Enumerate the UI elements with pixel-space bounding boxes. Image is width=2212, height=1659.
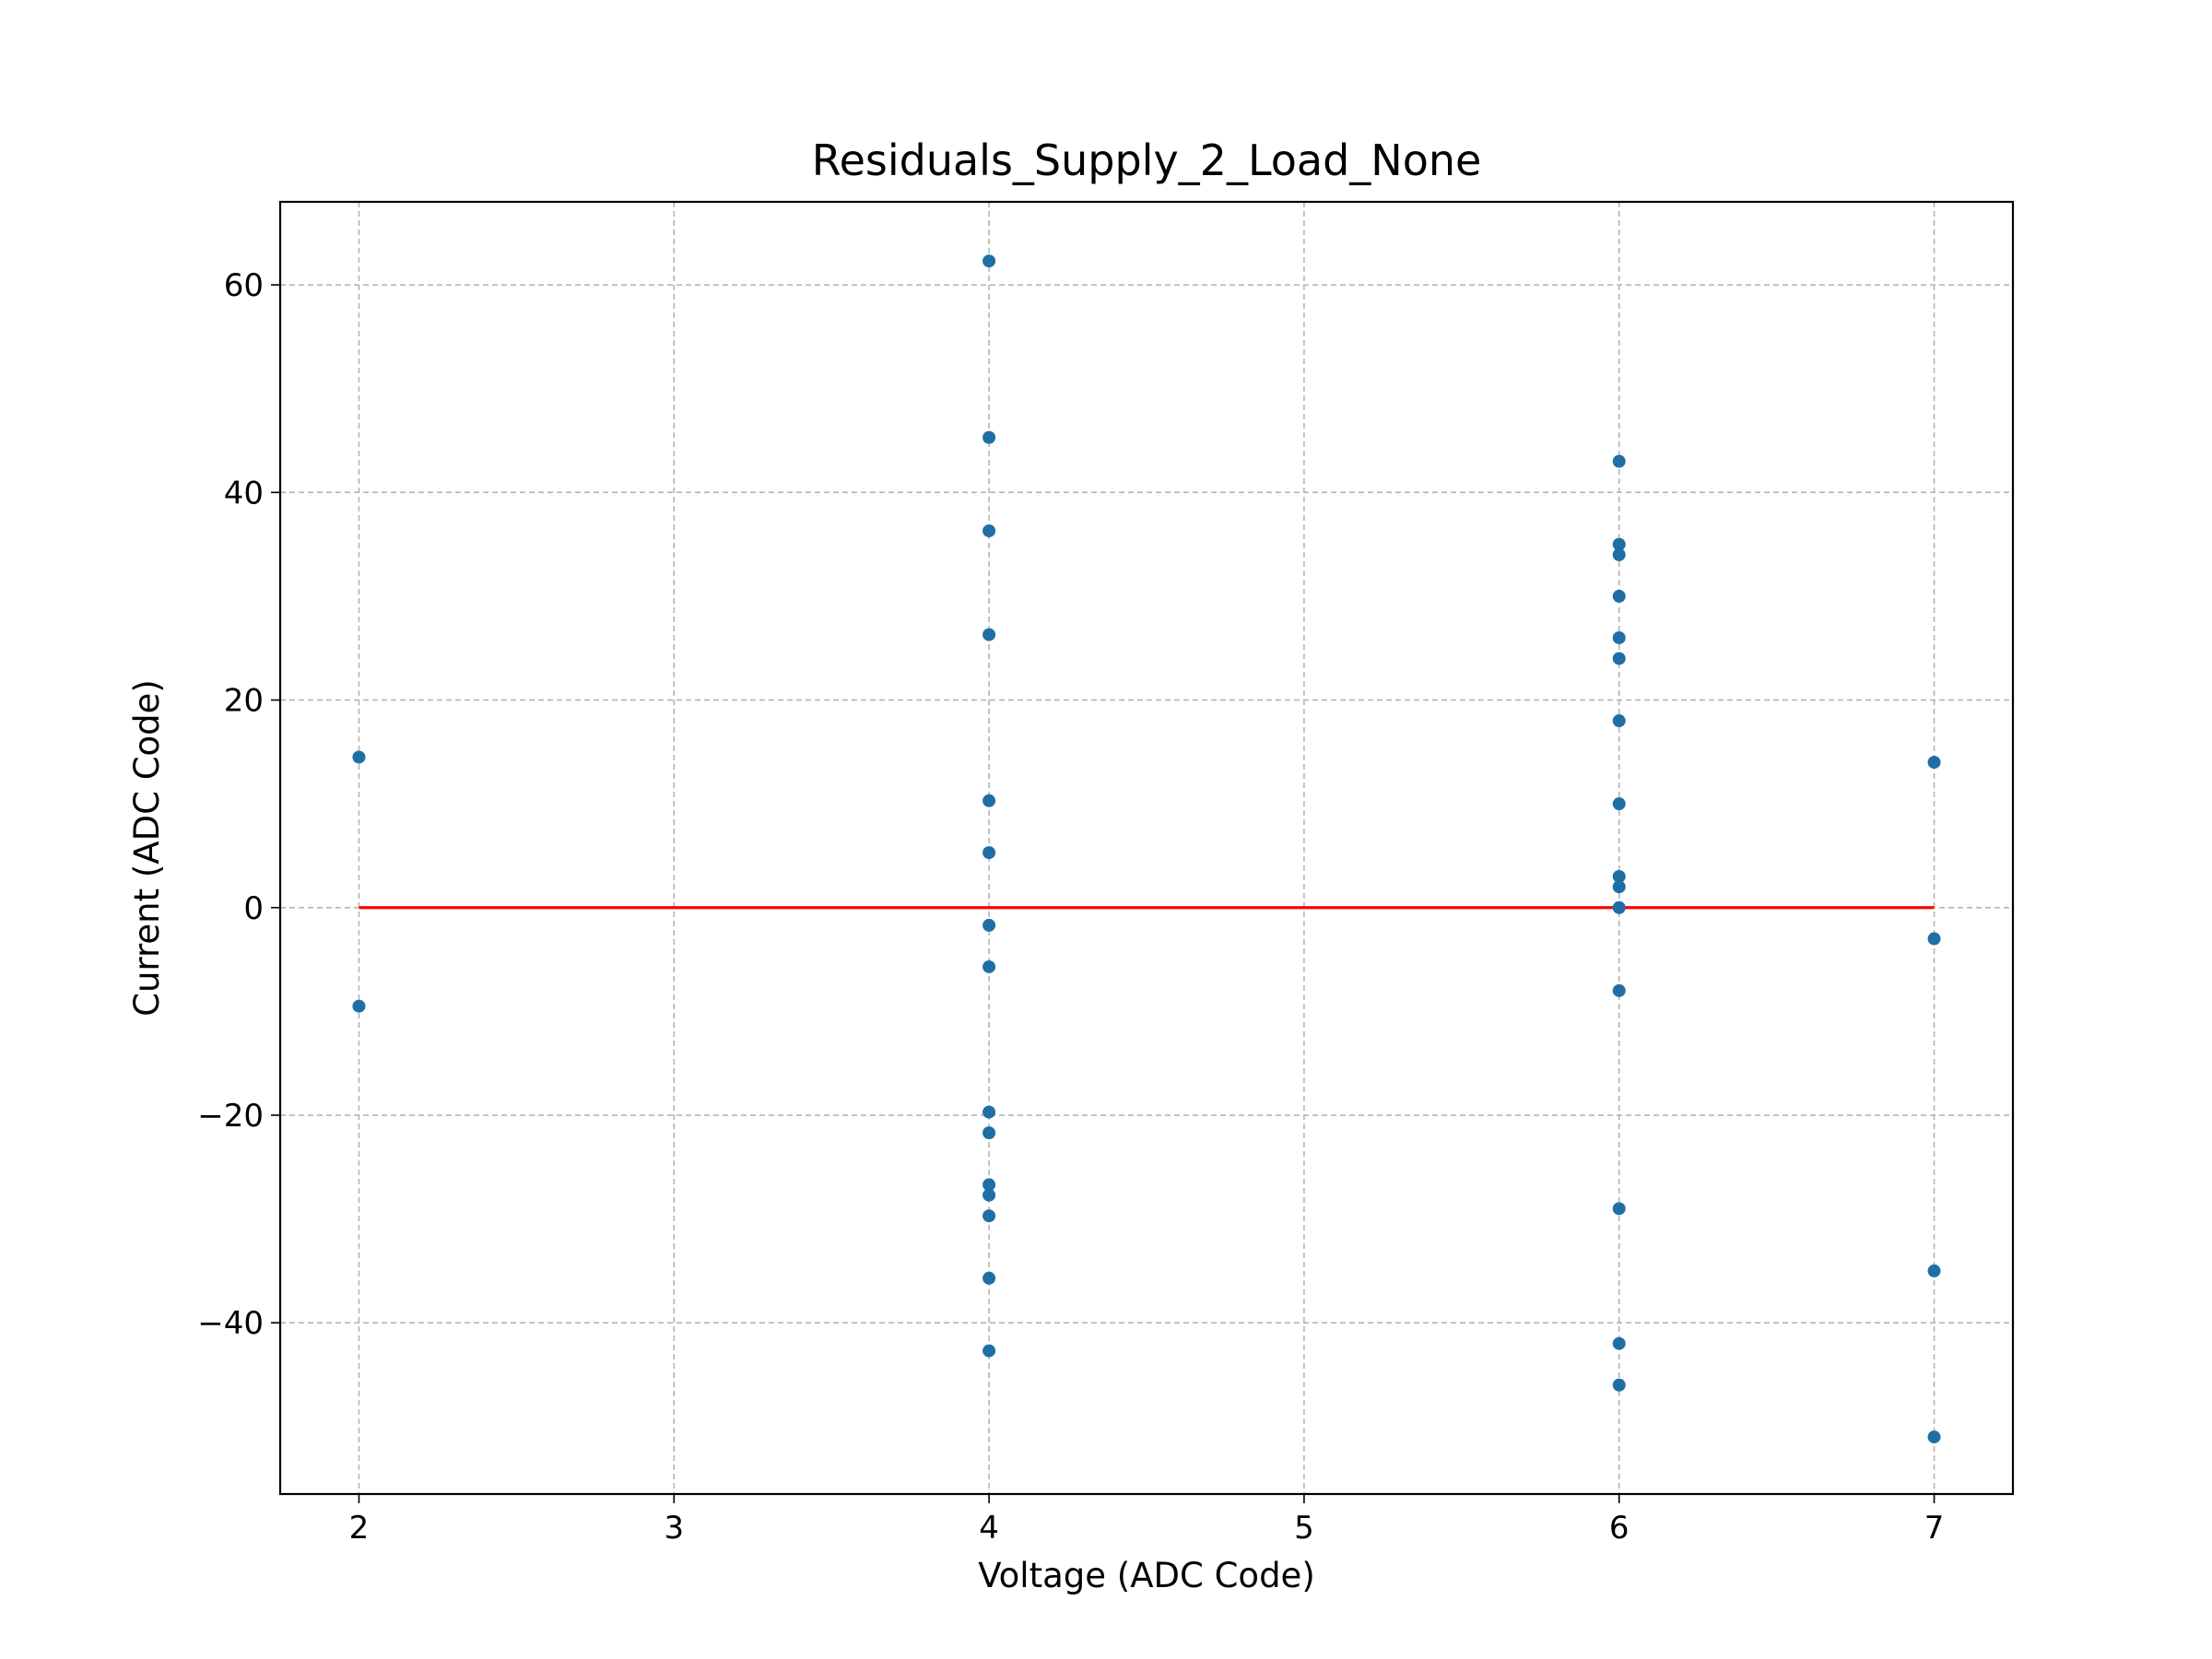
data-point (1612, 1202, 1626, 1216)
data-point (1612, 880, 1626, 894)
data-point (982, 794, 996, 807)
x-tick-label: 5 (1294, 1510, 1314, 1547)
data-point (982, 254, 996, 268)
x-tick-label: 3 (664, 1510, 684, 1547)
data-point (1927, 756, 1941, 770)
data-point (352, 999, 366, 1013)
y-axis-label: Current (ADC Code) (127, 679, 167, 1017)
plot-area (280, 202, 2013, 1494)
data-point (982, 1126, 996, 1140)
y-tick-label: −40 (197, 1305, 264, 1342)
data-point (982, 846, 996, 860)
data-point (982, 959, 996, 973)
x-tick-label: 4 (979, 1510, 999, 1547)
y-tick-label: 20 (224, 683, 264, 720)
data-point (1612, 537, 1626, 551)
scatter-points (352, 254, 1941, 1444)
data-point (352, 750, 366, 764)
data-point (982, 1344, 996, 1358)
x-tick-label: 6 (1609, 1510, 1630, 1547)
data-point (1612, 652, 1626, 665)
x-axis-ticks: 2 3 4 5 6 7 (349, 1494, 1945, 1547)
data-point (1927, 1430, 1941, 1444)
data-point (1612, 797, 1626, 811)
data-point (1612, 547, 1626, 561)
data-point (982, 1209, 996, 1223)
data-point (1927, 1264, 1941, 1277)
data-point (982, 524, 996, 537)
data-point (982, 1271, 996, 1285)
y-tick-label: 0 (243, 890, 264, 927)
data-point (982, 1178, 996, 1192)
chart-title: Residuals_Supply_2_Load_None (812, 135, 1482, 185)
y-tick-label: 40 (224, 475, 264, 512)
data-point (1612, 589, 1626, 603)
x-axis-label: Voltage (ADC Code) (978, 1556, 1315, 1595)
data-point (982, 628, 996, 641)
data-point (1927, 932, 1941, 946)
data-point (982, 1188, 996, 1202)
y-axis-ticks: −40 −20 0 20 40 60 (197, 267, 280, 1342)
data-point (1612, 1378, 1626, 1392)
data-point (1612, 1336, 1626, 1350)
plot-frame (278, 200, 2015, 1496)
data-point (1612, 454, 1626, 468)
data-point (1612, 900, 1626, 914)
data-point (1612, 714, 1626, 728)
y-tick-label: 60 (224, 267, 264, 304)
data-point (1612, 983, 1626, 997)
x-tick-label: 2 (349, 1510, 370, 1547)
data-point (982, 918, 996, 932)
data-point (1612, 869, 1626, 883)
y-tick-label: −20 (197, 1098, 264, 1135)
data-point (982, 430, 996, 444)
data-point (1612, 630, 1626, 644)
x-tick-label: 7 (1924, 1510, 1945, 1547)
data-point (982, 1105, 996, 1119)
